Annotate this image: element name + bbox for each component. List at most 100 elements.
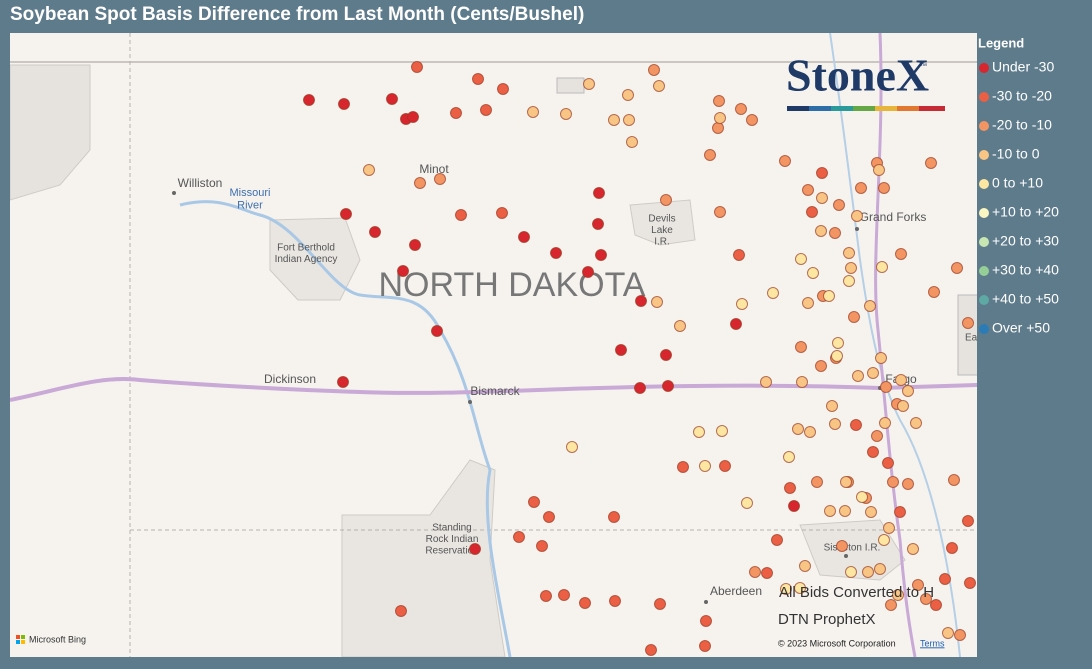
bid-point xyxy=(536,540,548,552)
bid-point xyxy=(878,182,890,194)
logo-bar xyxy=(897,106,919,111)
legend-swatch xyxy=(979,179,989,189)
bid-point xyxy=(843,247,855,259)
legend-label: -20 to -10 xyxy=(992,117,1052,133)
bid-point xyxy=(496,207,508,219)
bid-point xyxy=(730,318,742,330)
bid-point xyxy=(902,478,914,490)
bid-point xyxy=(595,249,607,261)
logo: StoneX ™ xyxy=(786,50,945,111)
bid-point xyxy=(850,419,862,431)
bid-point xyxy=(338,98,350,110)
legend-label: -30 to -20 xyxy=(992,88,1052,104)
bid-point xyxy=(566,441,578,453)
bid-point xyxy=(883,522,895,534)
bid-point xyxy=(962,515,974,527)
bid-point xyxy=(648,64,660,76)
bid-point xyxy=(848,311,860,323)
bid-point xyxy=(792,423,804,435)
bid-point xyxy=(942,627,954,639)
bid-point xyxy=(823,290,835,302)
place-label: Fort Berthold xyxy=(277,243,335,254)
bid-point xyxy=(677,461,689,473)
bid-point xyxy=(862,566,874,578)
bid-point xyxy=(948,474,960,486)
bid-point xyxy=(796,376,808,388)
bid-point xyxy=(434,173,446,185)
bid-point xyxy=(802,184,814,196)
bid-point xyxy=(660,194,672,206)
place-label: Williston xyxy=(178,176,223,190)
bid-point xyxy=(414,177,426,189)
highway xyxy=(10,377,977,402)
bid-point xyxy=(395,605,407,617)
bid-point xyxy=(784,482,796,494)
bid-point xyxy=(928,286,940,298)
bid-point xyxy=(845,566,857,578)
bid-point xyxy=(816,192,828,204)
bid-point xyxy=(902,385,914,397)
terms-link[interactable]: Terms xyxy=(920,638,945,648)
bid-point xyxy=(795,253,807,265)
bid-point xyxy=(693,426,705,438)
bid-point xyxy=(802,297,814,309)
bid-point xyxy=(369,226,381,238)
logo-bar xyxy=(787,106,809,111)
river xyxy=(829,33,961,657)
place-label: Aberdeen xyxy=(710,584,762,598)
bid-point xyxy=(714,206,726,218)
bid-point xyxy=(608,511,620,523)
logo-bar xyxy=(919,106,945,111)
legend-swatch xyxy=(979,92,989,102)
bid-point xyxy=(409,239,421,251)
bid-point xyxy=(882,457,894,469)
bid-point xyxy=(864,300,876,312)
place-label: Ea xyxy=(965,333,978,344)
bid-point xyxy=(704,149,716,161)
bid-point xyxy=(867,367,879,379)
conversion-note: All Bids Converted to H xyxy=(779,584,934,601)
bid-point xyxy=(579,597,591,609)
bid-point xyxy=(714,112,726,124)
legend-swatch xyxy=(979,208,989,218)
bid-point xyxy=(716,425,728,437)
bid-point xyxy=(450,107,462,119)
bid-point xyxy=(303,94,315,106)
bid-point xyxy=(736,298,748,310)
bid-point xyxy=(712,122,724,134)
bid-point xyxy=(593,187,605,199)
city-dot xyxy=(468,400,472,404)
bid-point xyxy=(634,382,646,394)
bid-point xyxy=(920,593,932,605)
bid-point xyxy=(788,500,800,512)
bid-point xyxy=(771,534,783,546)
bid-point xyxy=(635,295,647,307)
legend-label: +10 to +20 xyxy=(992,204,1059,220)
place-label: Rock Indian xyxy=(426,534,479,545)
bid-point xyxy=(894,506,906,518)
bid-point xyxy=(497,83,509,95)
title: Soybean Spot Basis Difference from Last … xyxy=(10,4,584,25)
bid-point xyxy=(871,430,883,442)
bid-point xyxy=(799,560,811,572)
bid-point xyxy=(878,534,890,546)
legend-label: +20 to +30 xyxy=(992,233,1059,249)
logo-bar xyxy=(875,106,897,111)
bid-point xyxy=(645,644,657,656)
bid-point xyxy=(964,577,976,589)
bid-point xyxy=(829,227,841,239)
legend-label: +40 to +50 xyxy=(992,291,1059,307)
bid-point xyxy=(895,248,907,260)
bid-point xyxy=(746,114,758,126)
legend-label: Under -30 xyxy=(992,59,1054,75)
city-dot xyxy=(172,191,176,195)
bid-point xyxy=(662,380,674,392)
bid-point xyxy=(550,247,562,259)
bid-point xyxy=(811,476,823,488)
bid-point xyxy=(340,208,352,220)
bid-point xyxy=(674,320,686,332)
bid-point xyxy=(806,206,818,218)
city-dot xyxy=(844,554,848,558)
logo-bar xyxy=(831,106,853,111)
reservation-area xyxy=(629,199,696,246)
